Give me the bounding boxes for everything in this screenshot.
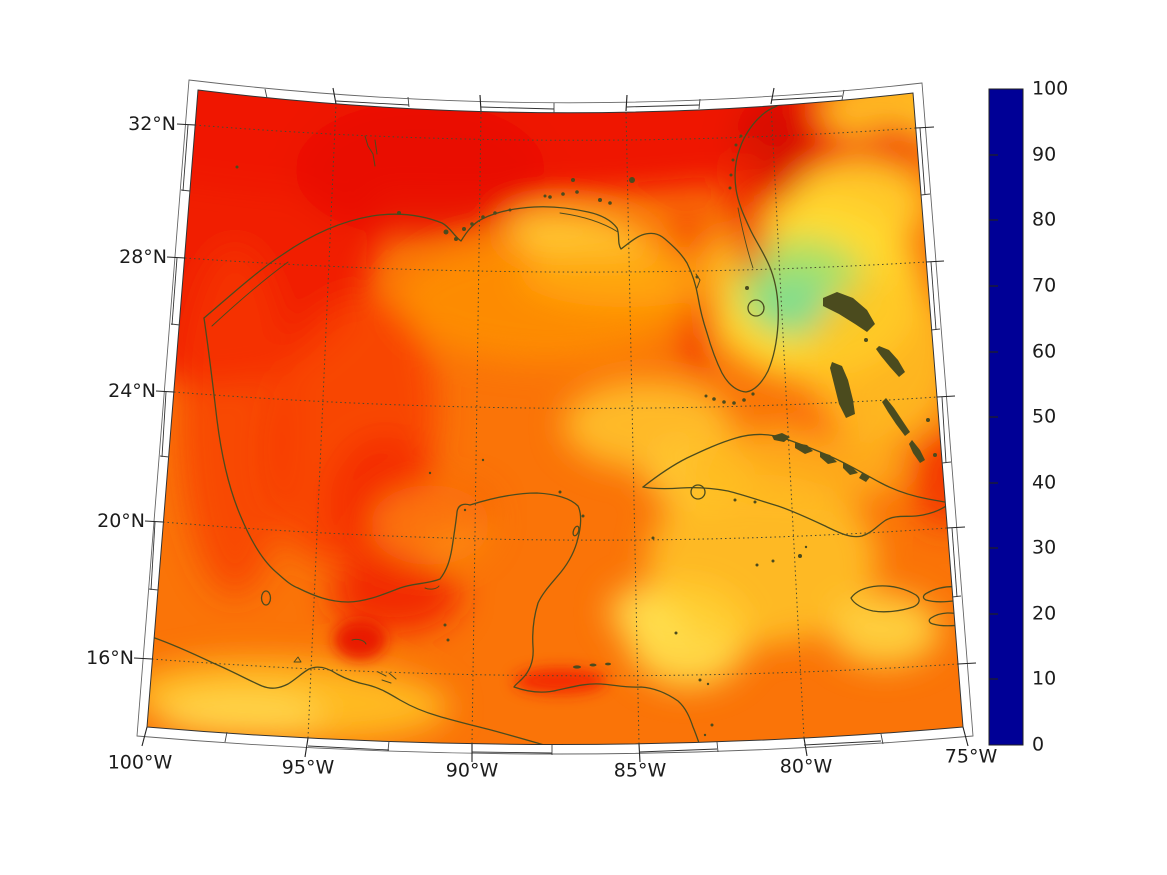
colorbar-tick-label: 60 <box>1032 340 1057 363</box>
colorbar-tick-label: 50 <box>1032 405 1057 428</box>
colorbar-tick-label: 40 <box>1032 471 1057 494</box>
colorbar-tick-label: 20 <box>1032 602 1057 625</box>
lon-tick-label: 95°W <box>281 756 335 779</box>
colorbar-tick-label: 30 <box>1032 536 1057 559</box>
lat-tick-label: 20°N <box>97 510 145 533</box>
colorbar-tick-label: 0 <box>1032 733 1045 756</box>
lon-tick-label: 80°W <box>779 755 833 778</box>
colorbar-tick-label: 70 <box>1032 274 1057 297</box>
lon-tick-label: 90°W <box>445 759 499 782</box>
lon-tick-label: 85°W <box>613 759 667 782</box>
lat-tick-label: 16°N <box>86 647 134 670</box>
colorbar-tick-label: 10 <box>1032 667 1057 690</box>
lon-tick-label: 100°W <box>107 751 173 774</box>
colorbar-tick-label: 80 <box>1032 208 1057 231</box>
colorbar-tick-label: 100 <box>1032 77 1069 100</box>
colorbar-tick-label: 90 <box>1032 143 1057 166</box>
